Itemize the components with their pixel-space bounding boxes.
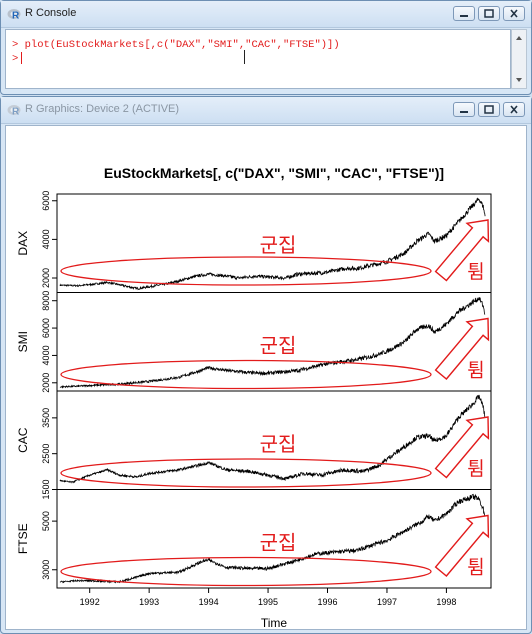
- graphics-titlebar[interactable]: R R Graphics: Device 2 (ACTIVE): [1, 97, 531, 124]
- panel-frame: [56, 489, 492, 589]
- cluster-annotation: 군집: [260, 532, 297, 555]
- y-tick-label: 5000: [41, 511, 51, 531]
- y-tick-label: 4000: [41, 345, 51, 365]
- restore-icon: [484, 9, 494, 18]
- x-tick-label: 1992: [80, 597, 100, 607]
- cluster-ellipse: [60, 458, 432, 488]
- series-line-ftse: [59, 493, 486, 584]
- x-axis-label: Time: [261, 616, 288, 629]
- breakout-annotation: 튐: [467, 261, 484, 283]
- close-icon: [510, 105, 518, 114]
- console-titlebar[interactable]: R R Console: [1, 1, 531, 28]
- y-tick-label: 3500: [41, 408, 51, 428]
- restore-icon: [484, 105, 494, 114]
- y-tick-label: 2000: [41, 373, 51, 393]
- breakout-annotation: 튐: [467, 458, 484, 480]
- cluster-annotation: 군집: [260, 234, 297, 257]
- cluster-annotation: 군집: [260, 433, 297, 456]
- r-logo-icon: R: [7, 9, 21, 22]
- y-tick-label: 2000: [41, 268, 51, 288]
- breakout-arrow: [434, 514, 490, 577]
- breakout-annotation: 튐: [467, 360, 484, 382]
- r-console-window: R R Console > plot(EuStockMarkets[,c("DA…: [0, 0, 532, 95]
- series-line-dax: [59, 197, 486, 291]
- r-graphics-window: R R Graphics: Device 2 (ACTIVE) EuStockM…: [0, 96, 532, 634]
- x-tick-label: 1996: [317, 597, 337, 607]
- close-icon: [510, 9, 518, 18]
- minimize-icon: [460, 111, 468, 113]
- x-tick-label: 1994: [199, 597, 219, 607]
- panel-label-cac: CAC: [16, 427, 30, 453]
- minimize-button[interactable]: [453, 102, 475, 117]
- breakout-arrow: [434, 317, 490, 380]
- text-caret: [21, 52, 23, 65]
- panel-label-dax: DAX: [16, 231, 30, 256]
- panel-label-smi: SMI: [16, 331, 30, 352]
- cluster-ellipse: [60, 556, 432, 587]
- cluster-ellipse: [60, 256, 432, 286]
- chart-title: EuStockMarkets[, c("DAX", "SMI", "CAC", …: [104, 165, 444, 181]
- cluster-ellipse: [60, 359, 432, 390]
- svg-text:R: R: [12, 11, 20, 22]
- mouse-ibeam-cursor: [244, 50, 245, 64]
- breakout-arrow: [434, 219, 490, 282]
- svg-text:R: R: [12, 107, 20, 118]
- series-line-cac: [59, 394, 486, 484]
- y-tick-label: 6000: [41, 191, 51, 211]
- console-text-area[interactable]: > plot(EuStockMarkets[,c("DAX","SMI","CA…: [5, 29, 511, 89]
- minimize-icon: [460, 15, 468, 17]
- y-tick-label: 3000: [41, 560, 51, 580]
- console-scrollbar[interactable]: [511, 29, 527, 89]
- breakout-arrow: [434, 416, 490, 479]
- series-line-smi: [59, 297, 486, 389]
- y-tick-label: 6000: [41, 318, 51, 338]
- graphics-title: R Graphics: Device 2 (ACTIVE): [25, 103, 180, 115]
- x-tick-label: 1993: [139, 597, 159, 607]
- panel-label-ftse: FTSE: [16, 523, 30, 554]
- console-command-line: > plot(EuStockMarkets[,c("DAX","SMI","CA…: [12, 39, 340, 51]
- y-tick-label: 4000: [41, 229, 51, 249]
- y-tick-label: 8000: [41, 291, 51, 311]
- breakout-annotation: 튐: [467, 557, 484, 579]
- console-title: R Console: [25, 7, 77, 19]
- scroll-up-icon[interactable]: [513, 31, 525, 45]
- console-prompt-line: >: [12, 52, 510, 66]
- maximize-button[interactable]: [478, 6, 500, 21]
- r-logo-icon: R: [7, 105, 21, 118]
- scroll-down-icon[interactable]: [513, 73, 525, 87]
- minimize-button[interactable]: [453, 6, 475, 21]
- console-prompt: >: [12, 53, 19, 65]
- x-tick-label: 1997: [377, 597, 397, 607]
- y-tick-label: 1500: [41, 479, 51, 499]
- maximize-button[interactable]: [478, 102, 500, 117]
- y-tick-label: 2500: [41, 444, 51, 464]
- close-button[interactable]: [503, 6, 525, 21]
- cluster-annotation: 군집: [260, 335, 297, 358]
- stock-markets-chart: EuStockMarkets[, c("DAX", "SMI", "CAC", …: [16, 165, 492, 630]
- graphics-canvas-area: EuStockMarkets[, c("DAX", "SMI", "CAC", …: [5, 125, 527, 630]
- x-tick-label: 1998: [436, 597, 456, 607]
- x-tick-label: 1995: [258, 597, 278, 607]
- close-button[interactable]: [503, 102, 525, 117]
